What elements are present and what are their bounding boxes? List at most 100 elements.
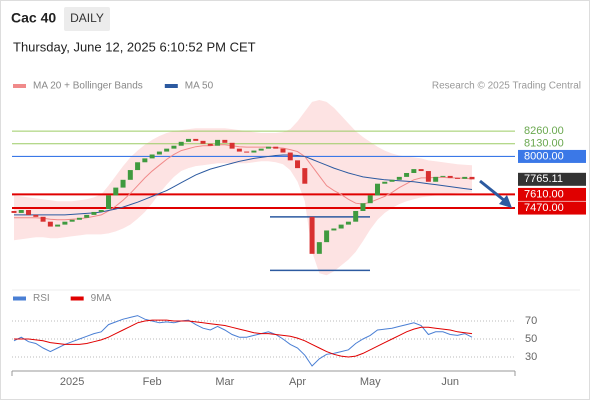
rsi-line xyxy=(13,315,473,367)
candle xyxy=(91,211,97,215)
rsi-line xyxy=(14,319,473,358)
candle xyxy=(454,177,460,179)
candle xyxy=(447,175,453,178)
candle xyxy=(331,228,337,231)
x-tick-label: Jun xyxy=(441,376,459,388)
candle xyxy=(149,154,155,159)
symbol: Cac 40 xyxy=(11,10,56,26)
candle xyxy=(382,181,388,184)
candle xyxy=(251,150,257,153)
candle xyxy=(120,179,126,188)
level-label: 7470.00 xyxy=(524,202,564,214)
candle xyxy=(433,176,439,182)
candle xyxy=(440,175,446,177)
level-box xyxy=(518,172,586,186)
legend-label: RSI xyxy=(33,293,50,304)
candle xyxy=(47,221,53,227)
candle xyxy=(185,138,191,142)
candle xyxy=(11,210,17,213)
candle xyxy=(229,142,235,149)
y-tick-label: 70 xyxy=(525,315,537,327)
legend-swatch xyxy=(164,84,178,88)
candle xyxy=(135,162,141,171)
level-box xyxy=(518,187,586,201)
x-tick-label: Apr xyxy=(289,376,306,388)
interval-box[interactable] xyxy=(64,7,110,31)
candle xyxy=(396,176,402,180)
candle xyxy=(142,158,148,163)
y-tick-label: 50 xyxy=(525,333,537,345)
ma50-line xyxy=(14,154,473,216)
candle xyxy=(26,210,32,215)
candle xyxy=(164,148,170,152)
legend-swatch xyxy=(13,84,26,88)
candle xyxy=(353,210,359,222)
candle xyxy=(404,172,410,177)
candle xyxy=(113,187,119,196)
candle xyxy=(171,145,177,149)
x-tick-label: 2025 xyxy=(60,376,84,388)
candle xyxy=(76,217,82,220)
x-tick-label: May xyxy=(360,376,381,388)
candle xyxy=(375,183,380,196)
candle xyxy=(295,160,301,169)
interval[interactable]: DAILY xyxy=(70,11,104,25)
credit: Research © 2025 Trading Central xyxy=(432,81,581,92)
legend-label: 9MA xyxy=(91,293,112,304)
candle xyxy=(287,152,293,161)
candle xyxy=(236,148,242,152)
candle xyxy=(193,138,199,141)
candle xyxy=(178,141,184,146)
level-label: 8130.00 xyxy=(524,138,564,150)
candle xyxy=(425,171,431,182)
y-tick-label: 30 xyxy=(525,351,537,363)
candle xyxy=(69,219,75,222)
candle xyxy=(316,242,322,254)
candle xyxy=(265,146,271,149)
candle xyxy=(84,214,90,218)
candle xyxy=(244,151,250,153)
candle xyxy=(418,169,424,172)
candle xyxy=(360,203,366,211)
candle xyxy=(156,151,162,155)
candle xyxy=(469,176,475,180)
legend-label: MA 20 + Bollinger Bands xyxy=(33,81,143,92)
timestamp: Thursday, June 12, 2025 6:10:52 PM CET xyxy=(13,39,256,54)
candle xyxy=(33,214,39,217)
level-box xyxy=(518,149,586,163)
candle xyxy=(345,221,351,225)
candle xyxy=(309,216,315,254)
candle xyxy=(98,210,104,212)
candle xyxy=(338,224,344,229)
candle xyxy=(411,169,417,173)
candle xyxy=(215,139,221,146)
forecast-arrow xyxy=(479,179,506,203)
candle xyxy=(324,230,330,243)
candle xyxy=(389,179,395,182)
candle xyxy=(462,176,468,179)
candle xyxy=(222,139,228,143)
candle xyxy=(258,148,264,151)
candle xyxy=(207,143,213,146)
level-label: 8000.00 xyxy=(524,150,564,162)
candle xyxy=(18,210,24,213)
candle xyxy=(280,148,286,153)
candle xyxy=(367,195,373,204)
candle xyxy=(302,168,308,184)
candle xyxy=(55,224,61,227)
legend-swatch xyxy=(13,296,26,301)
legend-label: MA 50 xyxy=(185,81,214,92)
ma20-line xyxy=(14,144,473,221)
candle xyxy=(106,195,112,210)
candle xyxy=(127,170,133,180)
level-label: 7610.00 xyxy=(524,188,564,200)
level-label: 8260.00 xyxy=(524,125,564,137)
level-label: 7765.11 xyxy=(524,173,563,185)
candle xyxy=(40,216,46,222)
level-box xyxy=(518,201,586,215)
forecast-arrowhead xyxy=(499,195,512,208)
candle xyxy=(62,221,68,225)
x-tick-label: Mar xyxy=(215,376,234,388)
